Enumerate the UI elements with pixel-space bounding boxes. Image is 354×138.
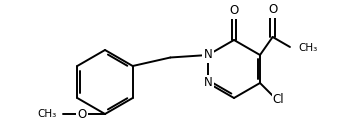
Text: Cl: Cl — [273, 93, 284, 106]
Text: CH₃: CH₃ — [38, 109, 57, 119]
Text: N: N — [204, 76, 212, 90]
Text: CH₃: CH₃ — [298, 43, 317, 53]
Text: O: O — [78, 108, 87, 120]
Text: N: N — [204, 48, 212, 62]
Text: O: O — [268, 3, 277, 16]
Text: O: O — [229, 5, 239, 18]
